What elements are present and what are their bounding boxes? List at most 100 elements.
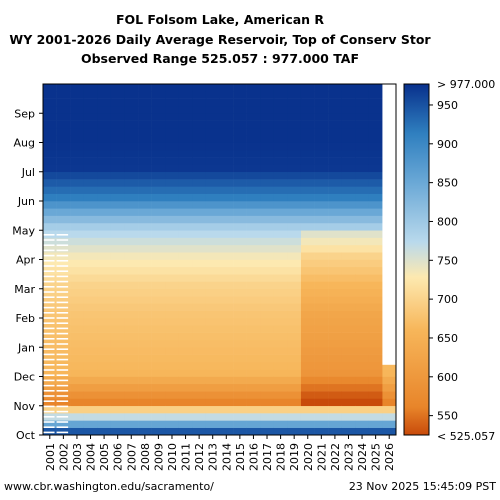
heatmap-cell xyxy=(205,120,220,129)
missing-data-mark xyxy=(56,379,69,382)
heatmap-cell xyxy=(205,420,220,428)
heatmap-cell xyxy=(97,266,112,275)
heatmap-cell xyxy=(328,171,342,180)
heatmap-cell xyxy=(273,398,288,407)
heatmap-cell xyxy=(43,157,57,165)
heatmap-cell xyxy=(260,405,275,414)
heatmap-cell xyxy=(165,318,180,326)
heatmap-cell xyxy=(233,376,247,385)
heatmap-cell xyxy=(138,310,152,319)
heatmap-cell xyxy=(83,354,98,363)
heatmap-cell xyxy=(273,91,288,99)
heatmap-cell xyxy=(273,347,288,355)
heatmap-cell xyxy=(205,427,220,436)
heatmap-cell xyxy=(205,332,220,341)
heatmap-cell xyxy=(165,413,180,421)
heatmap-cell xyxy=(233,266,247,275)
heatmap-cell xyxy=(138,274,152,282)
heatmap-cell xyxy=(287,142,302,151)
heatmap-cell xyxy=(110,339,125,348)
colorbar-tick-label: 900 xyxy=(437,138,458,151)
heatmap-cell xyxy=(341,303,356,311)
heatmap-cell xyxy=(273,303,288,311)
heatmap-cell xyxy=(260,420,275,428)
heatmap-cell xyxy=(273,391,288,399)
heatmap-cell xyxy=(246,164,261,173)
heatmap-cell xyxy=(151,427,166,436)
heatmap-cell xyxy=(328,413,342,421)
heatmap-cell xyxy=(192,339,207,348)
heatmap-cell xyxy=(138,135,152,143)
heatmap-cell xyxy=(368,252,383,260)
heatmap-cell xyxy=(233,318,247,326)
heatmap-cell xyxy=(43,105,57,114)
heatmap-cell xyxy=(246,288,261,297)
heatmap-cell xyxy=(151,179,166,187)
heatmap-cell xyxy=(287,427,302,436)
heatmap-cell xyxy=(83,171,98,180)
heatmap-cell xyxy=(124,281,139,290)
heatmap-cell xyxy=(205,354,220,363)
heatmap-cell xyxy=(260,332,275,341)
heatmap-cell xyxy=(314,354,329,363)
heatmap-cell xyxy=(233,84,247,92)
heatmap-cell xyxy=(178,84,193,92)
heatmap-cell xyxy=(138,281,152,290)
heatmap-cell xyxy=(287,332,302,341)
heatmap-cell xyxy=(233,171,247,180)
heatmap-cell xyxy=(192,252,207,260)
heatmap-cell xyxy=(233,113,247,121)
missing-data-mark xyxy=(43,421,55,423)
heatmap-cell xyxy=(124,193,139,202)
heatmap-cell xyxy=(138,259,152,268)
heatmap-cell xyxy=(368,310,383,319)
heatmap-cell xyxy=(83,332,98,341)
heatmap-cell xyxy=(43,354,57,363)
heatmap-cell xyxy=(205,157,220,165)
heatmap-cell xyxy=(178,252,193,260)
heatmap-cell xyxy=(178,157,193,165)
heatmap-cell xyxy=(260,98,275,107)
heatmap-cell xyxy=(205,369,220,377)
heatmap-cell xyxy=(97,369,112,377)
x-tick-label: 2014 xyxy=(220,443,233,471)
heatmap-cell xyxy=(165,303,180,311)
heatmap-cell xyxy=(368,325,383,333)
x-tick-label: 2004 xyxy=(85,443,98,471)
heatmap-cell xyxy=(97,361,112,370)
heatmap-plot xyxy=(43,84,397,439)
heatmap-cell xyxy=(273,127,288,136)
heatmap-cell xyxy=(178,266,193,275)
heatmap-cell xyxy=(233,201,247,209)
heatmap-cell xyxy=(192,405,207,414)
heatmap-cell xyxy=(314,274,329,282)
heatmap-cell xyxy=(314,376,329,385)
heatmap-cell xyxy=(151,288,166,297)
heatmap-cell xyxy=(124,318,139,326)
heatmap-cell xyxy=(328,164,342,173)
heatmap-cell xyxy=(43,222,57,231)
heatmap-cell xyxy=(192,369,207,377)
heatmap-cell xyxy=(138,179,152,187)
heatmap-cell xyxy=(246,193,261,202)
heatmap-cell xyxy=(97,208,112,216)
heatmap-cell xyxy=(178,201,193,209)
heatmap-cell xyxy=(43,318,57,326)
heatmap-cell xyxy=(300,303,315,311)
heatmap-cell xyxy=(341,179,356,187)
heatmap-cell xyxy=(205,164,220,173)
heatmap-cell xyxy=(56,354,71,363)
heatmap-cell xyxy=(355,361,370,370)
heatmap-cell xyxy=(246,420,261,428)
heatmap-cell xyxy=(233,142,247,151)
missing-data-mark xyxy=(43,270,55,272)
heatmap-cell xyxy=(205,105,220,114)
heatmap-cell xyxy=(192,310,207,319)
heatmap-cell xyxy=(205,266,220,275)
missing-data-mark xyxy=(56,234,69,236)
heatmap-cell xyxy=(110,347,125,355)
heatmap-cell xyxy=(273,325,288,333)
heatmap-cell xyxy=(233,427,247,436)
heatmap-cell xyxy=(97,354,112,363)
heatmap-cell xyxy=(260,427,275,436)
